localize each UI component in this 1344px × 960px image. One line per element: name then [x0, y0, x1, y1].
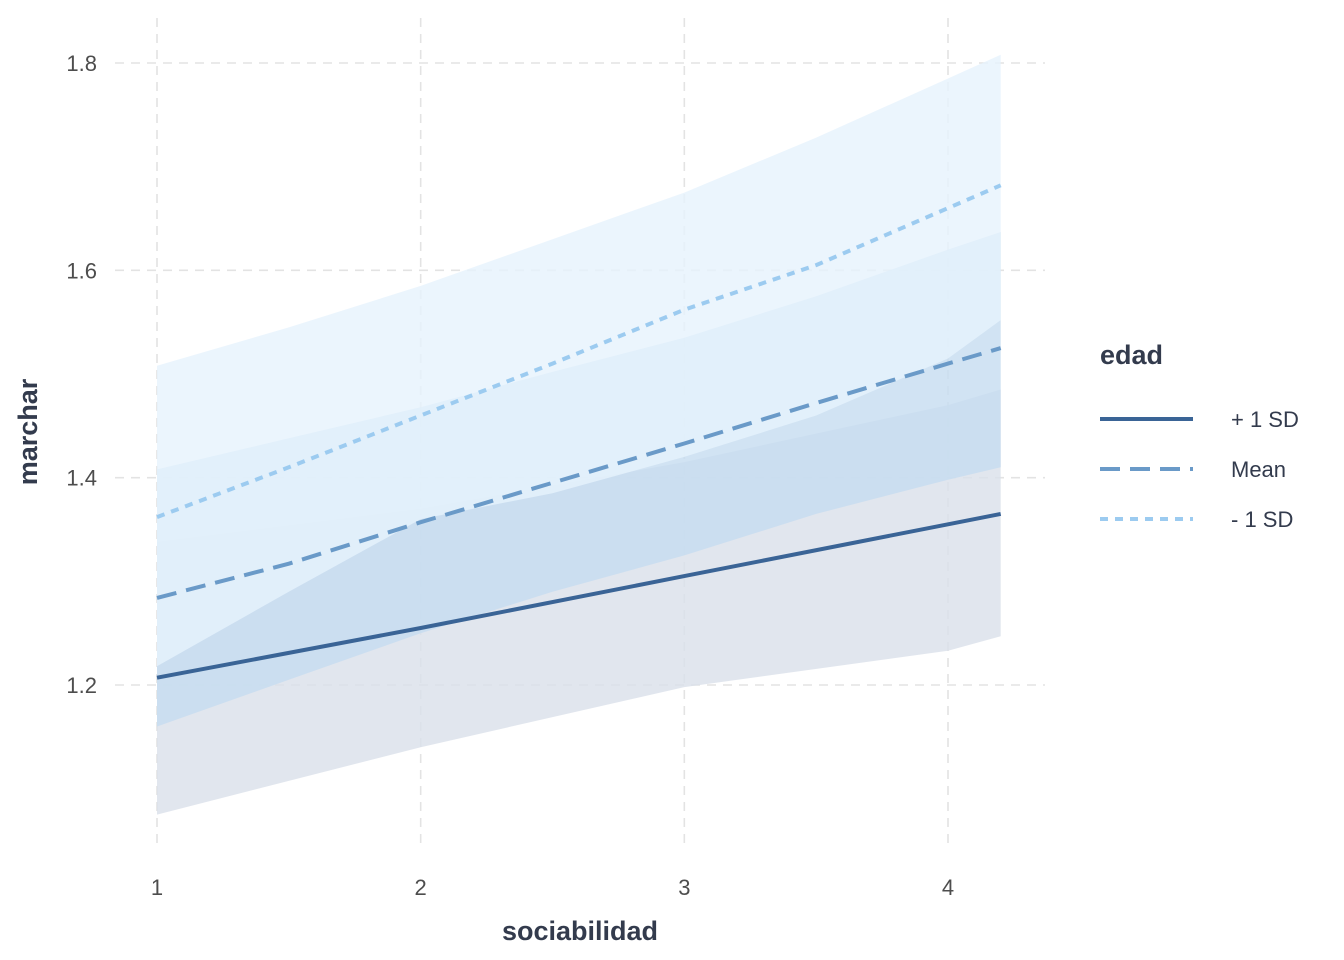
y-tick-label: 1.8: [66, 51, 97, 76]
y-tick-label: 1.4: [66, 466, 97, 491]
legend: edad + 1 SD Mean - 1 SD: [1100, 340, 1299, 532]
x-tick-label: 3: [678, 875, 690, 900]
confidence-bands: [157, 54, 1001, 815]
y-axis-title: marchar: [13, 378, 43, 485]
y-tick-labels: 1.2 1.4 1.6 1.8: [66, 51, 97, 698]
series-line-plus-1sd: [156, 511, 1002, 680]
x-tick-label: 1: [151, 875, 163, 900]
legend-label-minus-1sd: - 1 SD: [1231, 507, 1293, 532]
legend-title: edad: [1100, 340, 1163, 370]
y-tick-label: 1.2: [66, 673, 97, 698]
x-axis-title: sociabilidad: [502, 916, 658, 946]
confidence-band-minus-1sd: [157, 54, 1001, 667]
x-tick-label: 2: [415, 875, 427, 900]
series-line-mean: [156, 346, 1002, 600]
x-tick-labels: 1 2 3 4: [151, 875, 954, 900]
y-tick-label: 1.6: [66, 258, 97, 283]
series-lines: [156, 183, 1002, 680]
legend-items: + 1 SD Mean - 1 SD: [1100, 407, 1299, 532]
series-line-minus-1sd: [156, 183, 1002, 519]
legend-label-mean: Mean: [1231, 457, 1286, 482]
legend-label-plus-1sd: + 1 SD: [1231, 407, 1299, 432]
x-tick-label: 4: [942, 875, 954, 900]
